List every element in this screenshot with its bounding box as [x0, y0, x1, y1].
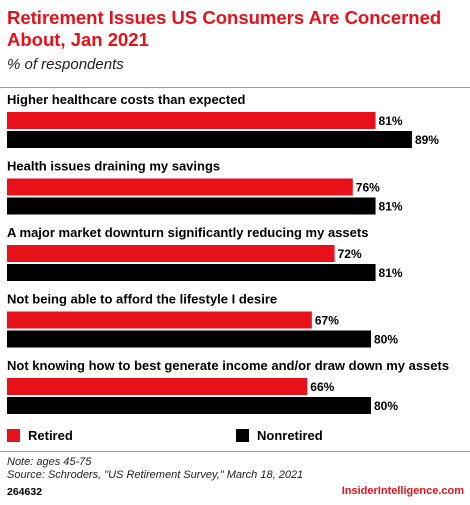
bar-nonretired: [7, 330, 371, 348]
legend-label-nonretired: Nonretired: [257, 428, 323, 443]
bottom-divider: [0, 451, 470, 452]
chart-title: Retirement Issues US Consumers Are Conce…: [7, 7, 442, 50]
bar-chart: Higher healthcare costs than expected 81%…: [7, 92, 449, 414]
value-label: 80%: [374, 333, 398, 347]
value-label: 66%: [310, 380, 334, 394]
bar-retired: [7, 245, 335, 262]
category-label: Not knowing how to best generate income …: [7, 358, 449, 373]
category-label: Higher healthcare costs than expected: [7, 92, 245, 107]
category-label: A major market downturn significantly re…: [7, 225, 368, 240]
bar-nonretired: [7, 131, 412, 148]
value-label: 80%: [374, 399, 398, 413]
category-label: Not being able to afford the lifestyle I…: [7, 292, 277, 307]
bar-retired: [7, 378, 308, 395]
bar-retired: [7, 178, 353, 196]
value-label: 72%: [338, 247, 362, 261]
legend-swatch-nonretired: [236, 429, 249, 442]
source-text: Source: Schroders, "US Retirement Survey…: [7, 469, 304, 481]
legend-swatch-retired: [7, 429, 20, 442]
bar-retired: [7, 112, 376, 129]
value-label: 81%: [379, 200, 403, 214]
bar-nonretired: [7, 197, 376, 215]
bar-nonretired: [7, 264, 376, 281]
chart-subtitle: % of respondents: [7, 56, 124, 73]
value-label: 67%: [315, 314, 339, 328]
note-text: Note: ages 45-75: [7, 456, 92, 468]
value-label: 81%: [379, 266, 403, 280]
bar-retired: [7, 311, 312, 329]
category-label: Health issues draining my savings: [7, 159, 220, 174]
brand-logo-text: InsiderIntelligence.com: [341, 485, 464, 497]
legend-label-retired: Retired: [28, 428, 73, 443]
value-label: 81%: [379, 114, 403, 128]
bar-nonretired: [7, 397, 371, 414]
value-label: 89%: [415, 133, 439, 147]
top-divider: [0, 87, 470, 88]
chart-id: 264632: [7, 486, 43, 498]
value-label: 76%: [356, 181, 380, 195]
